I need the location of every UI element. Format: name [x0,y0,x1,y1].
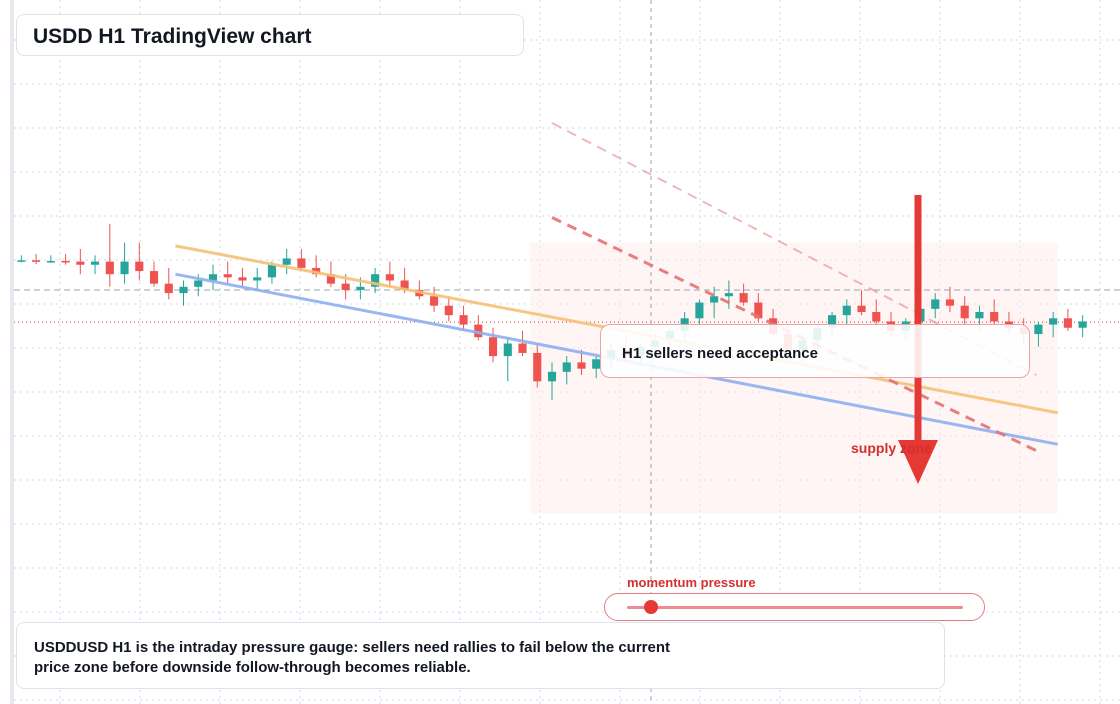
trendline-projection-faint [551,122,1037,376]
candle-body [990,312,999,322]
candle-body [857,305,866,312]
candle-body [828,315,837,328]
supply-zone-band [530,242,1058,514]
candle-body [164,283,173,294]
candle-body [326,274,335,284]
candle-body [842,305,851,316]
momentum-gauge-track [627,606,963,609]
candle-body [105,261,114,275]
caption-panel: USDDUSD H1 is the intraday pressure gaug… [16,622,945,689]
chart-title: USDD H1 TradingView chart [33,25,312,48]
candle-body [754,302,763,319]
candle-body [872,312,881,322]
candle-body [459,315,468,325]
momentum-gauge-label: momentum pressure [627,575,756,590]
candle-body [577,362,586,369]
candle-body [194,280,203,287]
candle-body [592,359,601,369]
candle-body [488,337,498,357]
candle-body [267,264,276,278]
candle-body [945,299,955,306]
momentum-gauge-knob[interactable] [643,600,658,614]
candle-body [91,261,100,265]
candle-body [179,286,188,294]
candle-body [724,293,733,297]
trendline-projection [551,216,1037,452]
candle-body [975,312,984,319]
candle-body [518,343,527,353]
candle-body [149,271,159,284]
down-arrow [898,195,938,484]
candle-body [238,277,247,281]
candle-body [1078,321,1087,328]
candle-body [356,286,365,290]
candle-body [400,280,409,290]
candle-body [739,293,748,303]
candle-body [474,324,483,338]
candle-body [371,274,380,287]
candle-body [120,261,129,275]
candle-body [282,258,291,265]
candle-body [1049,318,1058,325]
candle-body [1034,324,1043,335]
caption-text: USDDUSD H1 is the intraday pressure gaug… [34,639,671,676]
note-callout: H1 sellers need acceptance [600,324,1030,378]
candle-body [61,260,70,263]
candle-body [710,296,719,303]
down-arrow-head [898,440,938,484]
candle-body [430,296,439,306]
candle-body [76,261,85,265]
candle-body [341,283,350,290]
candle-body [960,305,969,319]
candle-body [444,305,453,316]
note-text: H1 sellers need acceptance [622,345,818,362]
momentum-gauge[interactable] [604,593,985,621]
candle-body [223,274,232,278]
candle-body [547,371,557,382]
candle-body [208,274,218,281]
supply-zone-label: supply zone [851,440,932,456]
candle-body [135,261,144,272]
candle-body [297,258,306,268]
candle-body [533,352,542,382]
candle-body [32,260,41,262]
title-panel: USDD H1 TradingView chart [16,14,524,56]
candle-body [385,274,394,281]
candle-body [46,260,55,263]
candle-body [253,277,262,281]
candle-body [17,260,26,262]
candle-body [695,302,704,319]
candle-body [503,343,512,357]
candle-body [1063,318,1072,328]
candle-body [562,362,571,372]
candle-body [931,299,940,309]
